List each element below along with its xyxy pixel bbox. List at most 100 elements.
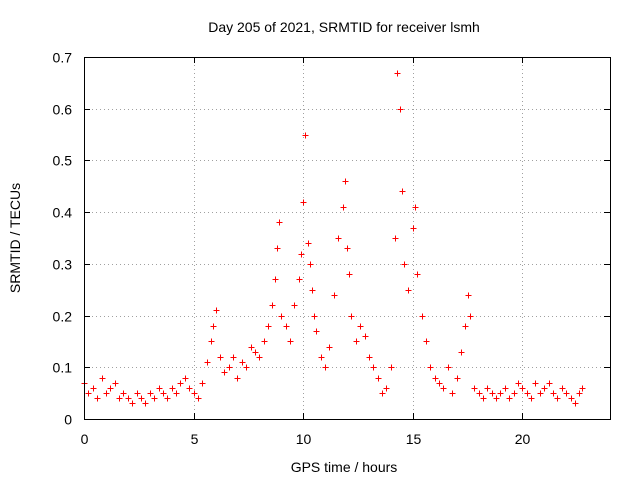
data-point [85, 390, 92, 397]
data-point [410, 225, 417, 232]
data-point [480, 395, 487, 402]
data-point [515, 380, 522, 387]
data-point [129, 400, 136, 407]
data-point [309, 287, 316, 294]
data-point [296, 276, 303, 283]
data-point [182, 375, 189, 382]
data-point [226, 364, 233, 371]
data-point [546, 380, 553, 387]
data-point [497, 390, 504, 397]
data-point [379, 390, 386, 397]
data-point [318, 354, 325, 361]
data-point [532, 380, 539, 387]
data-point [256, 354, 263, 361]
data-point [383, 385, 390, 392]
data-point [199, 380, 206, 387]
data-point [195, 395, 202, 402]
data-point [331, 292, 338, 299]
chart-title: Day 205 of 2021, SRMTID for receiver lsm… [208, 19, 480, 35]
data-point [326, 344, 333, 351]
data-point [366, 354, 373, 361]
data-point [357, 323, 364, 330]
data-point [524, 390, 531, 397]
data-point [278, 313, 285, 320]
data-point [204, 359, 211, 366]
x-tick-label: 15 [406, 431, 422, 447]
data-point [276, 219, 283, 226]
data-point [142, 400, 149, 407]
y-tick-label: 0.2 [53, 309, 73, 325]
data-point [283, 323, 290, 330]
data-point [291, 302, 298, 309]
data-point [107, 385, 114, 392]
data-point [348, 313, 355, 320]
data-point [471, 385, 478, 392]
data-point [340, 204, 347, 211]
data-point [465, 292, 472, 299]
data-point [414, 271, 421, 278]
data-point [147, 390, 154, 397]
data-point [265, 323, 272, 330]
data-point [528, 395, 535, 402]
data-point [243, 364, 250, 371]
data-point [394, 70, 401, 77]
data-point [427, 364, 434, 371]
data-point [230, 354, 237, 361]
y-tick-label: 0.5 [53, 153, 73, 169]
data-point [362, 333, 369, 340]
data-point [449, 390, 456, 397]
data-point [462, 323, 469, 330]
data-point [576, 390, 583, 397]
plot-border [84, 57, 611, 420]
data-point [90, 385, 97, 392]
data-point [511, 390, 518, 397]
data-point [572, 400, 579, 407]
data-point [217, 354, 224, 361]
data-point [467, 313, 474, 320]
data-point [335, 235, 342, 242]
data-point [305, 240, 312, 247]
data-point [375, 375, 382, 382]
data-point [502, 385, 509, 392]
data-point [405, 287, 412, 294]
x-tick-label: 0 [81, 431, 89, 447]
data-point [432, 375, 439, 382]
data-point [112, 380, 119, 387]
data-point [164, 395, 171, 402]
data-point [99, 375, 106, 382]
x-axis-label: GPS time / hours [291, 459, 398, 475]
data-point [213, 307, 220, 314]
data-point [412, 204, 419, 211]
data-point [322, 364, 329, 371]
data-point [274, 245, 281, 252]
data-point [344, 245, 351, 252]
data-point [458, 349, 465, 356]
data-point [302, 132, 309, 139]
data-point [342, 178, 349, 185]
x-tick-label: 10 [296, 431, 312, 447]
data-point [454, 375, 461, 382]
data-point [116, 395, 123, 402]
y-axis-label: SRMTID / TECUs [7, 183, 23, 293]
data-point [392, 235, 399, 242]
data-point [493, 395, 500, 402]
data-point [476, 390, 483, 397]
grid [84, 57, 610, 419]
data-point [563, 390, 570, 397]
data-point [423, 338, 430, 345]
data-point [261, 338, 268, 345]
data-point [177, 380, 184, 387]
data-point [186, 385, 193, 392]
x-tick-label: 5 [191, 431, 199, 447]
data-point [210, 323, 217, 330]
data-point [519, 385, 526, 392]
data-point [579, 385, 586, 392]
y-tick-label: 0.1 [53, 360, 73, 376]
data-point [311, 313, 318, 320]
data-point [208, 338, 215, 345]
data-point [419, 313, 426, 320]
data-point [445, 364, 452, 371]
data-point [399, 188, 406, 195]
data-point [138, 395, 145, 402]
